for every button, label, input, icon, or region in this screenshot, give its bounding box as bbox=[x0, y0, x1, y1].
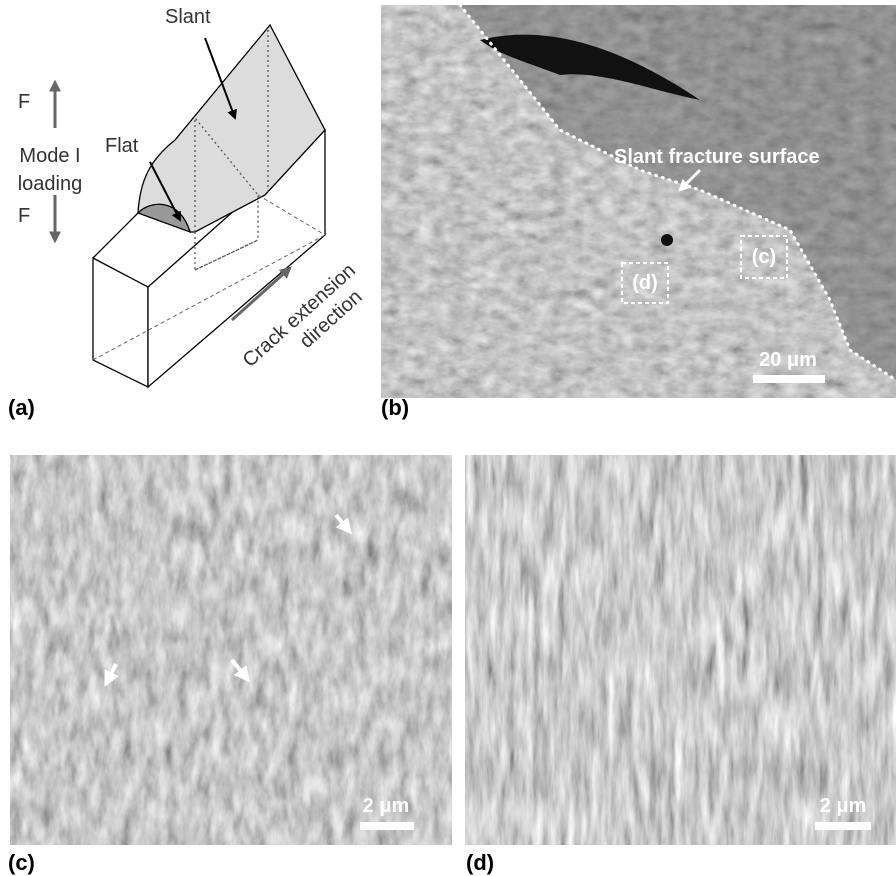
scale-bar bbox=[360, 822, 414, 830]
slant-label: Slant bbox=[165, 6, 211, 28]
scale-label: 2 μm bbox=[363, 795, 410, 817]
loading-label: loading bbox=[18, 173, 83, 195]
micrograph bbox=[10, 455, 452, 845]
annotation: Slant fracture surface bbox=[614, 146, 820, 168]
panel-label: (b) bbox=[381, 395, 409, 420]
flat-label: Flat bbox=[105, 135, 139, 157]
panel-b: Slant fracture surface (c) (d) 20 μm (b) bbox=[381, 5, 896, 420]
loading-label: Mode I bbox=[19, 145, 80, 167]
region-label: (c) bbox=[752, 246, 776, 268]
scale-label: 20 μm bbox=[759, 349, 817, 371]
panel-label: (d) bbox=[466, 850, 494, 875]
panel-c: 2 μm (c) bbox=[8, 455, 452, 875]
region-label: (d) bbox=[632, 272, 658, 294]
panel-label: (a) bbox=[8, 395, 35, 420]
pore bbox=[661, 234, 673, 246]
force-label: F bbox=[18, 91, 30, 113]
figure: Slant Flat F Mode I loading F Crack exte… bbox=[0, 0, 896, 876]
scale-bar bbox=[815, 822, 871, 830]
micrograph bbox=[465, 455, 896, 845]
panel-d: 2 μm (d) bbox=[465, 455, 896, 875]
panel-label: (c) bbox=[8, 850, 35, 875]
force-label: F bbox=[18, 205, 30, 227]
scale-bar bbox=[753, 375, 825, 383]
scale-label: 2 μm bbox=[820, 795, 867, 817]
block-top-edge bbox=[93, 213, 138, 258]
panel-a: Slant Flat F Mode I loading F Crack exte… bbox=[8, 6, 376, 420]
block-end bbox=[93, 258, 148, 387]
